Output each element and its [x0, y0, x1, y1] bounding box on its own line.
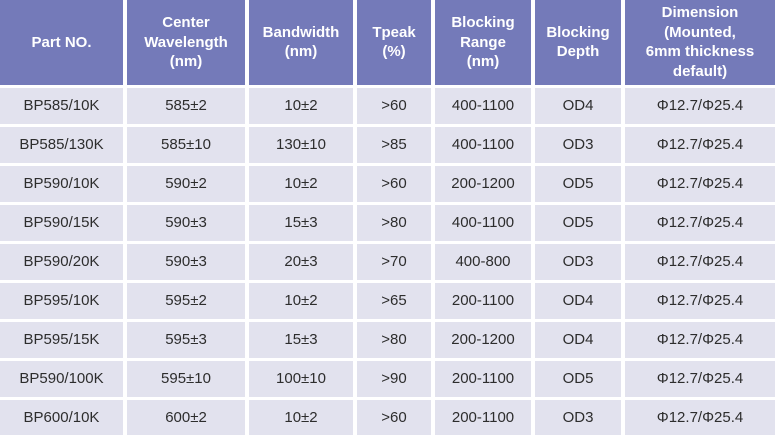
- table-cell: Φ12.7/Φ25.4: [623, 320, 775, 361]
- table-cell: 595±2: [125, 281, 249, 322]
- table-cell: >60: [355, 86, 435, 127]
- table-cell: 200-1200: [433, 320, 535, 361]
- table-cell: 10±2: [247, 281, 357, 322]
- table-cell: OD4: [533, 86, 625, 127]
- table-row: BP590/15K 590±3 15±3 >80 400-1100 OD5 Φ12.7/Φ2…: [0, 203, 775, 244]
- table-cell: 600±2: [125, 398, 249, 435]
- table-row: BP600/10K 600±2 10±2 >60 200-1100 OD3 Φ12.7/Φ2…: [0, 398, 775, 435]
- table-cell: 400-1100: [433, 86, 535, 127]
- header-cell: Part NO.: [0, 0, 127, 88]
- table-row: BP590/100K 595±10 100±10 >90 200-1100 OD5 Φ12.…: [0, 359, 775, 401]
- table-cell: 585±10: [125, 125, 249, 166]
- table-cell: 400-1100: [433, 125, 535, 166]
- table-cell: BP590/20K: [0, 242, 127, 283]
- table-cell: BP595/10K: [0, 281, 127, 322]
- header-cell: Tpeak (%): [355, 0, 435, 88]
- spec-table-body: BP585/10K 585±2 10±2 >60 400-1100 OD4 Φ12.7/Φ2…: [0, 86, 775, 435]
- table-cell: Φ12.7/Φ25.4: [623, 203, 775, 244]
- table-cell: Φ12.7/Φ25.4: [623, 164, 775, 205]
- table-cell: 100±10: [247, 359, 357, 401]
- table-cell: >60: [355, 164, 435, 205]
- table-cell: 200-1200: [433, 164, 535, 205]
- table-cell: OD4: [533, 281, 625, 322]
- header-cell: Dimension (Mounted, 6mm thickness defaul…: [623, 0, 775, 88]
- table-cell: Φ12.7/Φ25.4: [623, 125, 775, 166]
- table-cell: 200-1100: [433, 281, 535, 322]
- table-row: BP585/130K 585±10 130±10 >85 400-1100 OD3 Φ12.…: [0, 125, 775, 166]
- table-cell: Φ12.7/Φ25.4: [623, 359, 775, 401]
- table-cell: 10±2: [247, 164, 357, 205]
- table-cell: 585±2: [125, 86, 249, 127]
- table-row: BP595/10K 595±2 10±2 >65 200-1100 OD4 Φ12.7/Φ2…: [0, 281, 775, 322]
- table-row: BP590/20K 590±3 20±3 >70 400-800 OD3 Φ12.7/Φ25…: [0, 242, 775, 283]
- table-cell: >85: [355, 125, 435, 166]
- table-cell: 200-1100: [433, 398, 535, 435]
- table-cell: 15±3: [247, 203, 357, 244]
- table-cell: 595±10: [125, 359, 249, 401]
- table-cell: Φ12.7/Φ25.4: [623, 86, 775, 127]
- table-row: BP585/10K 585±2 10±2 >60 400-1100 OD4 Φ12.7/Φ2…: [0, 86, 775, 127]
- header-cell: Center Wavelength (nm): [125, 0, 249, 88]
- table-cell: BP590/100K: [0, 359, 127, 401]
- header-cell: Blocking Range (nm): [433, 0, 535, 88]
- table-cell: Φ12.7/Φ25.4: [623, 281, 775, 322]
- table-cell: Φ12.7/Φ25.4: [623, 242, 775, 283]
- table-cell: BP595/15K: [0, 320, 127, 361]
- table-row: BP595/15K 595±3 15±3 >80 200-1200 OD4 Φ12.7/Φ2…: [0, 320, 775, 361]
- table-cell: OD4: [533, 320, 625, 361]
- table-cell: 590±3: [125, 203, 249, 244]
- table-cell: BP590/10K: [0, 164, 127, 205]
- header-cell: Blocking Depth: [533, 0, 625, 88]
- table-cell: Φ12.7/Φ25.4: [623, 398, 775, 435]
- table-cell: BP585/130K: [0, 125, 127, 166]
- table-cell: >60: [355, 398, 435, 435]
- table-cell: >65: [355, 281, 435, 322]
- table-cell: OD5: [533, 359, 625, 401]
- header-cell: Bandwidth (nm): [247, 0, 357, 88]
- table-cell: OD3: [533, 398, 625, 435]
- table-cell: BP590/15K: [0, 203, 127, 244]
- table-header-row: Part NO. Center Wavelength (nm) Bandwidth …: [0, 0, 775, 88]
- table-cell: 400-800: [433, 242, 535, 283]
- table-cell: 15±3: [247, 320, 357, 361]
- table-cell: >70: [355, 242, 435, 283]
- table-cell: 130±10: [247, 125, 357, 166]
- table-cell: 590±2: [125, 164, 249, 205]
- table-header: Part NO. Center Wavelength (nm) Bandwidth …: [0, 0, 775, 88]
- table-cell: >90: [355, 359, 435, 401]
- table-cell: >80: [355, 203, 435, 244]
- table-cell: BP600/10K: [0, 398, 127, 435]
- table-cell: 20±3: [247, 242, 357, 283]
- table-cell: 590±3: [125, 242, 249, 283]
- table-cell: 400-1100: [433, 203, 535, 244]
- table-cell: OD5: [533, 164, 625, 205]
- table-cell: OD3: [533, 242, 625, 283]
- table-cell: >80: [355, 320, 435, 361]
- table-cell: 10±2: [247, 398, 357, 435]
- table-cell: OD3: [533, 125, 625, 166]
- table-cell: 595±3: [125, 320, 249, 361]
- table-row: BP590/10K 590±2 10±2 >60 200-1200 OD5 Φ12.7/Φ2…: [0, 164, 775, 205]
- table-cell: 200-1100: [433, 359, 535, 401]
- table-cell: BP585/10K: [0, 86, 127, 127]
- table-cell: OD5: [533, 203, 625, 244]
- table-cell: 10±2: [247, 86, 357, 127]
